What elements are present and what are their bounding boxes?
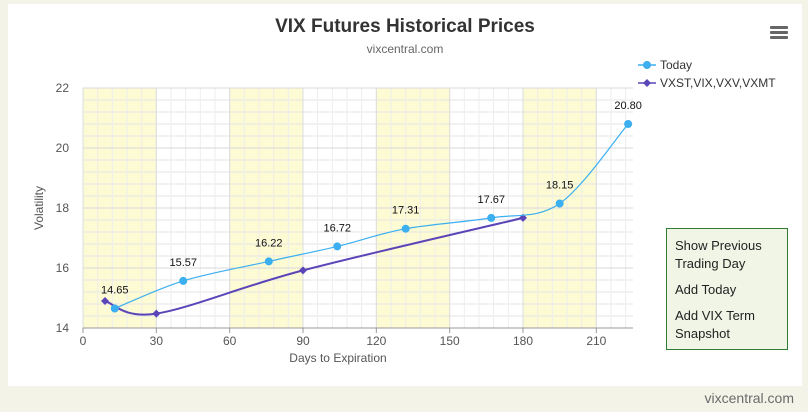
chart-title: VIX Futures Historical Prices <box>275 16 535 37</box>
diamond-marker-icon <box>638 79 656 87</box>
data-point-today <box>487 213 496 222</box>
data-point-term <box>299 266 307 275</box>
legend-label-today: Today <box>660 58 693 72</box>
footer-credit[interactable]: vixcentral.com <box>704 390 794 406</box>
data-point-today <box>179 276 188 285</box>
y-tick-label: 20 <box>56 141 70 155</box>
data-label: 17.31 <box>392 205 420 217</box>
hamburger-menu-icon[interactable] <box>770 26 788 40</box>
data-label: 16.72 <box>323 222 351 234</box>
data-label: 20.80 <box>614 100 642 112</box>
data-point-term <box>152 309 161 318</box>
data-label: 18.15 <box>546 180 574 192</box>
data-label: 16.22 <box>255 237 283 249</box>
legend: Today VXST,VIX,VXV,VXMT <box>638 56 776 92</box>
circle-marker-icon <box>638 61 656 69</box>
legend-label-term: VXST,VIX,VXV,VXMT <box>660 76 776 90</box>
x-tick-label: 30 <box>150 334 164 348</box>
series-line-1 <box>104 216 524 316</box>
x-tick-label: 150 <box>440 334 460 348</box>
data-point-today <box>624 120 633 128</box>
data-label: 14.65 <box>101 285 129 297</box>
legend-item-today[interactable]: Today <box>638 56 776 74</box>
data-point-today <box>401 224 410 233</box>
data-label: 17.67 <box>477 194 505 206</box>
add-today-button[interactable]: Add Today <box>675 282 737 297</box>
chart-panel: 0 30 60 90 120 150 180 210 14 16 18 20 22 Days to Exp… <box>8 4 802 386</box>
x-tick-label: 120 <box>366 334 386 348</box>
y-tick-label: 18 <box>56 201 70 215</box>
add-vix-term-button[interactable]: Add VIX Term Snapshot <box>675 308 755 341</box>
data-point-today <box>264 257 273 266</box>
x-tick-label: 180 <box>513 334 533 348</box>
action-panel: Show Previous Trading Day Add Today Add … <box>666 228 788 350</box>
plot-area: 0 30 60 90 120 150 180 210 14 16 18 20 22 Days to Exp… <box>32 81 642 365</box>
show-previous-button[interactable]: Show Previous Trading Day <box>675 238 762 271</box>
data-point-today <box>555 199 564 208</box>
data-point-term <box>101 297 109 305</box>
x-axis-title: Days to Expiration <box>289 351 386 365</box>
data-label: 15.57 <box>169 257 197 269</box>
x-tick-label: 210 <box>586 334 606 348</box>
x-tick-label: 0 <box>80 334 87 348</box>
data-point-today <box>333 242 342 251</box>
data-point-today <box>110 304 119 313</box>
y-tick-label: 14 <box>56 321 70 335</box>
x-tick-label: 90 <box>296 334 310 348</box>
legend-item-term[interactable]: VXST,VIX,VXV,VXMT <box>638 74 776 92</box>
x-tick-label: 60 <box>223 334 237 348</box>
y-tick-label: 22 <box>56 81 70 95</box>
y-tick-label: 16 <box>56 261 70 275</box>
chart-subtitle: vixcentral.com <box>366 42 444 56</box>
y-axis-title: Volatility <box>32 186 46 230</box>
